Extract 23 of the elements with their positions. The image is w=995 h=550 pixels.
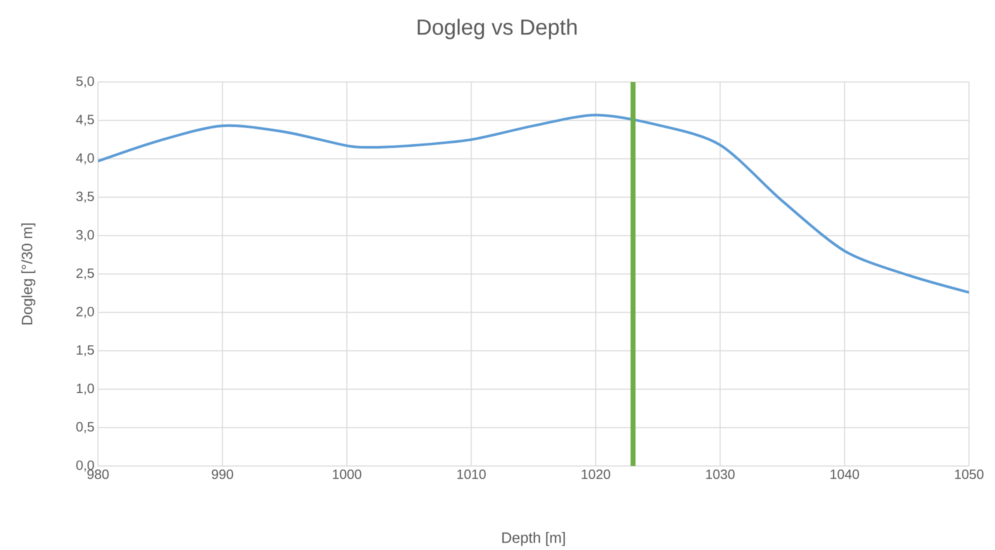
x-tick-label: 980: [87, 470, 109, 480]
y-tick-label: 2,0: [76, 306, 94, 318]
y-tick-label: 2,5: [76, 268, 94, 280]
chart-title: Dogleg vs Depth: [418, 18, 577, 40]
y-tick-label: 1,0: [76, 384, 94, 395]
x-axis-title: Depth [m]: [502, 532, 565, 546]
x-tick-label: 990: [212, 470, 234, 480]
x-tick-label: 1010: [457, 470, 486, 480]
x-tick-label: 1040: [830, 470, 860, 480]
y-tick-label: 0,0: [76, 460, 94, 472]
y-tick-label: 5,0: [76, 76, 94, 88]
y-axis-title: Dogleg [°/30 m]: [21, 224, 36, 324]
y-tick-label: 4,0: [76, 153, 94, 164]
x-tick-label: 1050: [955, 470, 984, 480]
x-tick-label: 1030: [706, 470, 735, 480]
y-tick-label: 0,5: [76, 422, 94, 434]
y-tick-label: 3,5: [76, 192, 94, 203]
y-tick-label: 1,5: [76, 345, 94, 356]
y-tick-label: 4,5: [76, 114, 94, 126]
y-tick-label: 3,0: [76, 230, 94, 242]
x-tick-label: 1020: [582, 470, 610, 480]
x-tick-label: 1000: [332, 470, 362, 480]
line-series: [98, 114, 970, 294]
